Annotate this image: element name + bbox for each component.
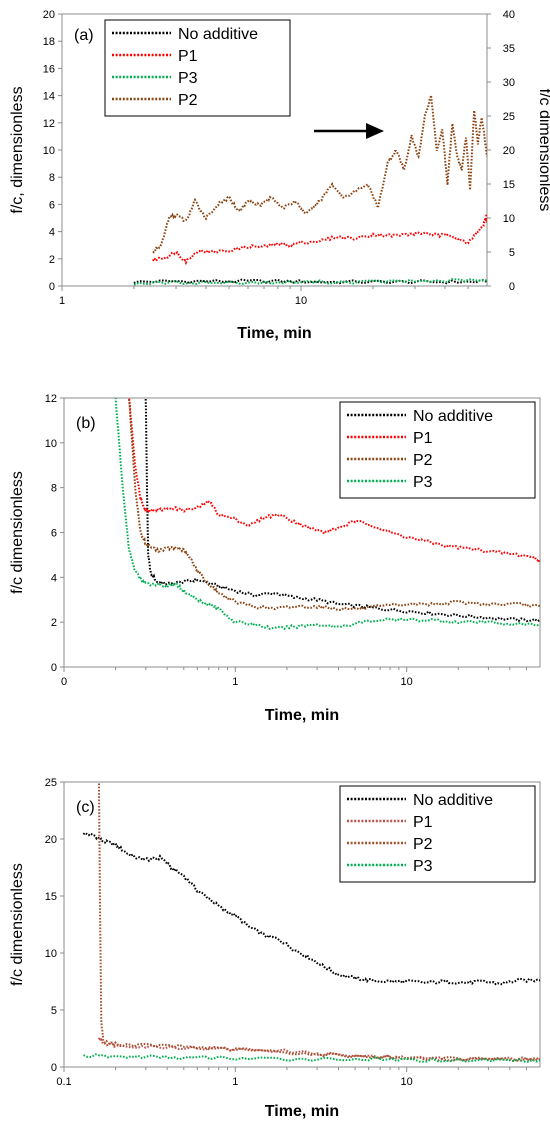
x-axis-title: Time, min bbox=[265, 1103, 339, 1120]
y-tick-label: 12 bbox=[43, 118, 55, 130]
series-line-p2 bbox=[98, 783, 540, 1062]
series-line-p3 bbox=[133, 278, 487, 286]
y-axis-title-right: f/c dimensionless bbox=[536, 89, 550, 212]
x-tick-label: 1 bbox=[232, 676, 238, 688]
series-line-no-additive bbox=[144, 398, 540, 623]
legend-label: P3 bbox=[413, 474, 433, 491]
y-tick-label: 8 bbox=[49, 172, 55, 184]
series-line-no-additive bbox=[82, 831, 540, 986]
y-axis-title: f/c dimensionless bbox=[9, 863, 26, 986]
y-tick-label: 20 bbox=[43, 9, 55, 21]
y-tick-label-right: 5 bbox=[509, 247, 515, 259]
legend-label: P2 bbox=[178, 92, 198, 109]
y-tick-label: 8 bbox=[51, 483, 57, 495]
series-line-p1 bbox=[152, 213, 487, 266]
y-tick-label: 0 bbox=[51, 662, 57, 674]
y-tick-label: 0 bbox=[49, 281, 55, 293]
y-axis-title: f/c dimensionless bbox=[9, 471, 26, 594]
y-tick-label: 10 bbox=[45, 438, 57, 450]
y-tick-label: 6 bbox=[51, 528, 57, 540]
x-tick-label: 1 bbox=[232, 1076, 238, 1088]
series-line-p2 bbox=[128, 399, 540, 612]
legend-label: P3 bbox=[178, 70, 198, 87]
y-tick-label: 2 bbox=[49, 254, 55, 266]
legend-label: P2 bbox=[413, 836, 433, 853]
series-line-no-additive bbox=[133, 278, 487, 285]
series-line-p1 bbox=[128, 398, 540, 565]
y-tick-label-right: 20 bbox=[503, 145, 515, 157]
y-tick-label: 10 bbox=[43, 145, 55, 157]
y-tick-label: 10 bbox=[45, 948, 57, 960]
panel-label: (b) bbox=[76, 415, 96, 432]
y-tick-label: 4 bbox=[51, 572, 57, 584]
legend-label: P1 bbox=[413, 814, 433, 831]
y-tick-label-right: 30 bbox=[503, 77, 515, 89]
y-tick-label: 15 bbox=[45, 891, 57, 903]
legend-label: No additive bbox=[413, 792, 493, 809]
legend-label: P1 bbox=[413, 430, 433, 447]
y-tick-label: 18 bbox=[43, 36, 55, 48]
chart-panel-2: 0 2 4 6 8 10 12 0 1 10 Time, min f/c dimensionless N… bbox=[9, 393, 541, 724]
y-tick-label-right: 40 bbox=[503, 9, 515, 21]
panel-label: (c) bbox=[76, 799, 95, 816]
panel-label: (a) bbox=[74, 27, 94, 44]
y-tick-label-right: 35 bbox=[503, 43, 515, 55]
legend-label: P1 bbox=[178, 48, 198, 65]
legend-box bbox=[104, 19, 291, 117]
y-tick-label-right: 15 bbox=[503, 179, 515, 191]
y-tick-label: 25 bbox=[45, 777, 57, 789]
y-tick-label: 0 bbox=[51, 1062, 57, 1074]
legend-label: No additive bbox=[413, 408, 493, 425]
chart-panel-3: 0 5 10 15 20 25 0.1 1 10 Time, min f/c dimensionle… bbox=[9, 777, 541, 1120]
y-axis-title: f/c, dimensionless bbox=[9, 86, 26, 213]
x-tick-label: 10 bbox=[401, 1076, 413, 1088]
legend-label: No additive bbox=[178, 26, 258, 43]
x-tick-label: 0 bbox=[61, 676, 67, 688]
x-axis-title: Time, min bbox=[265, 707, 339, 724]
series-line-p1 bbox=[98, 1037, 540, 1062]
y-tick-label: 14 bbox=[43, 91, 55, 103]
y-tick-label: 2 bbox=[51, 617, 57, 629]
y-tick-label: 20 bbox=[45, 834, 57, 846]
x-tick-label: 10 bbox=[295, 295, 307, 307]
legend-label: P3 bbox=[413, 858, 433, 875]
series-line-p2 bbox=[152, 95, 487, 254]
arrow-head bbox=[366, 123, 384, 139]
x-tick-label: 0.1 bbox=[56, 1076, 71, 1088]
x-axis-title: Time, min bbox=[237, 325, 311, 342]
y-tick-label-right: 10 bbox=[503, 213, 515, 225]
y-tick-label: 5 bbox=[51, 1005, 57, 1017]
y-tick-label: 4 bbox=[49, 227, 55, 239]
chart-panel-1: 0 2 4 6 8 10 12 14 16 18 20 0 5 10 15 20 25 30 35 40 f/c dim… bbox=[9, 9, 550, 342]
x-tick-label: 10 bbox=[401, 676, 413, 688]
y-tick-label: 12 bbox=[45, 393, 57, 405]
legend-label: P2 bbox=[413, 452, 433, 469]
x-tick-label: 1 bbox=[59, 295, 65, 307]
plot-frame bbox=[63, 781, 541, 1068]
y-tick-label: 6 bbox=[49, 199, 55, 211]
y-tick-label: 16 bbox=[43, 63, 55, 75]
y-tick-label-right: 25 bbox=[503, 111, 515, 123]
y-tick-label-right: 0 bbox=[509, 281, 515, 293]
